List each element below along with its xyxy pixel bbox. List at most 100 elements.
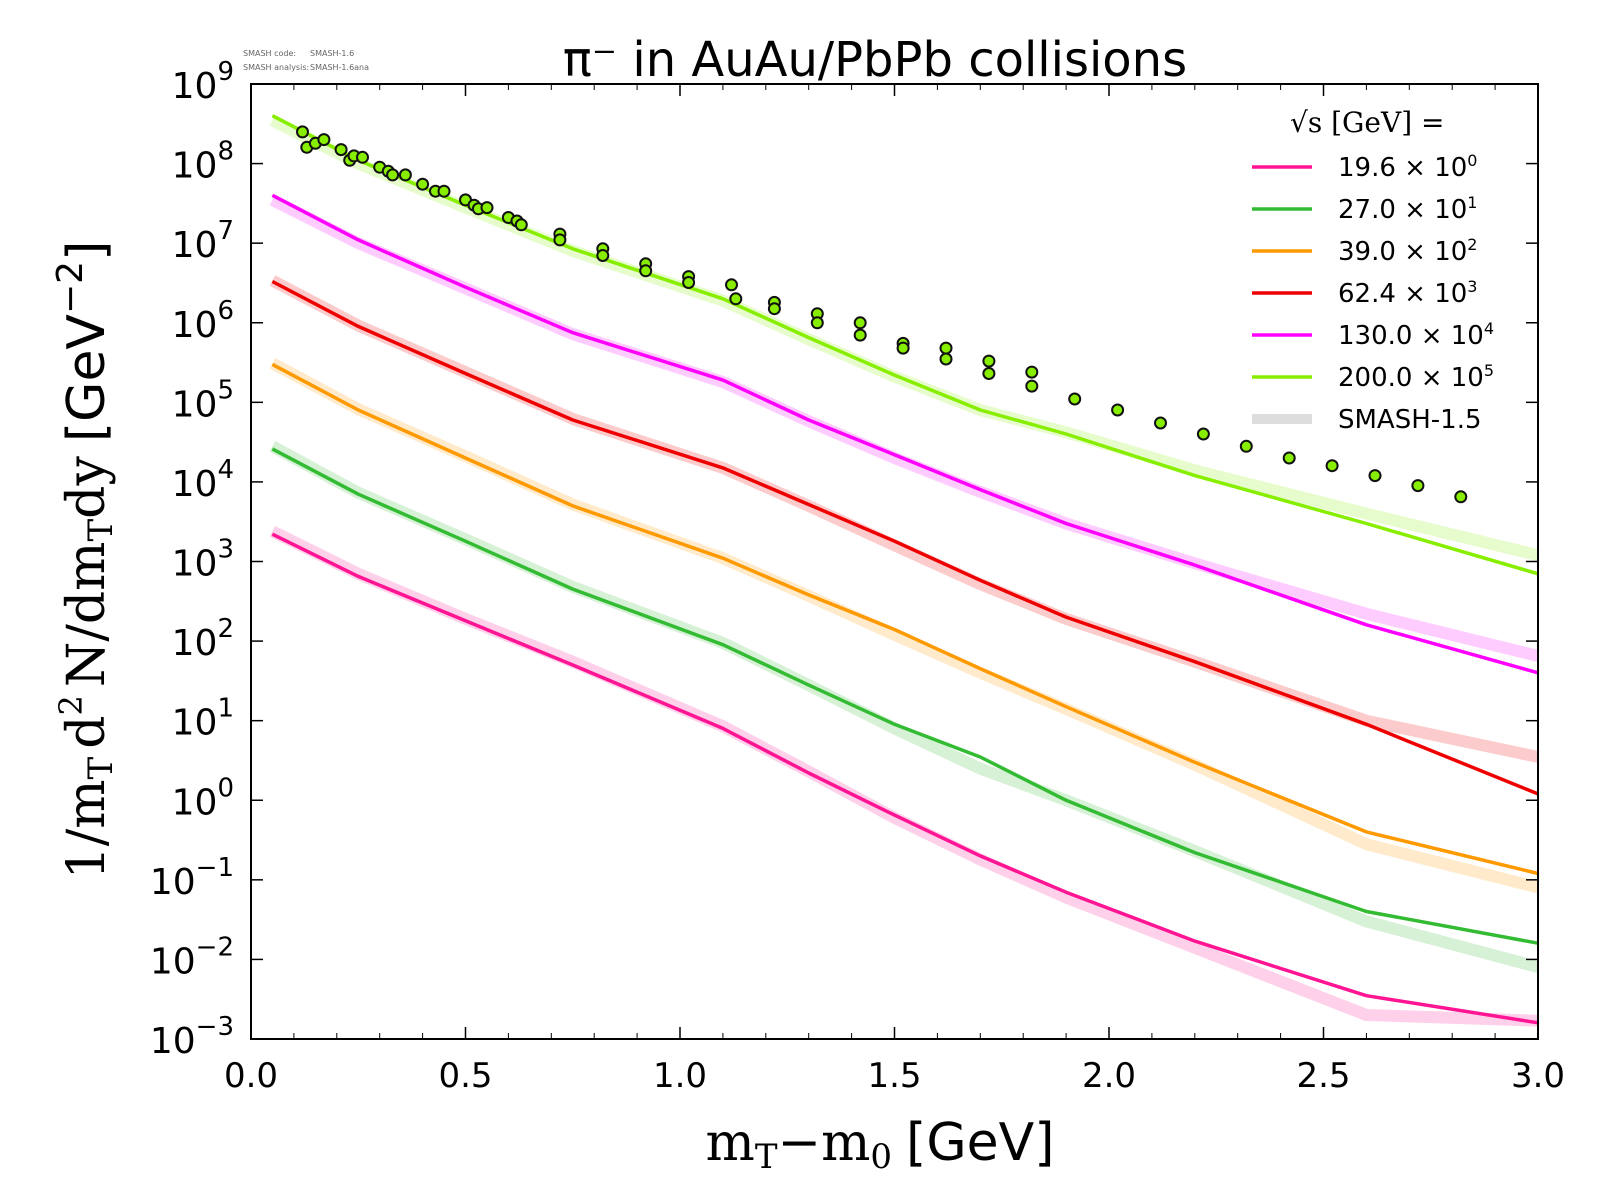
data-point (1025, 365, 1039, 379)
y-axis-label-sub-t2: T (81, 519, 121, 542)
y-tick-label: 101 (172, 694, 234, 744)
y-tick-label: 10−3 (150, 1012, 234, 1062)
data-point (939, 352, 953, 366)
x-axis-label-unit: [GeV] (906, 1113, 1054, 1173)
data-point (1154, 416, 1167, 430)
series-line-200.0 (271, 114, 1539, 576)
x-tick-label: 0.0 (224, 1056, 278, 1096)
reference-line-39.0 (269, 357, 1540, 894)
series-line-19.6 (271, 532, 1539, 1025)
x-axis-label-m: m (706, 1113, 755, 1173)
plot-frame (250, 83, 1539, 1040)
x-tick-label: 0.5 (438, 1056, 492, 1096)
y-axis-label: 1/mTd2N/dmTdy[GeV−2] (50, 241, 121, 880)
y-tick-label: 108 (172, 137, 234, 187)
series-line-39.0 (271, 362, 1539, 876)
reference-line-27.0 (269, 441, 1540, 973)
x-axis-label-sub-0: 0 (870, 1137, 892, 1177)
y-axis-label-dy: dy (57, 456, 117, 519)
svg-text:mT−m0[GeV]: mT−m0 [GeV] (706, 1113, 1055, 1177)
legend-label-200.0: 200.0 × 105 (1338, 361, 1494, 393)
y-axis-label-unit-exp: −2 (50, 261, 91, 314)
data-point (810, 316, 824, 330)
data-point (639, 264, 653, 278)
y-tick-label: 103 (172, 535, 234, 585)
x-axis-label: mT−m0 [GeV] (706, 1113, 1055, 1177)
watermark-analysis-value: SMASH-1.6ana (310, 63, 369, 72)
y-tick-label: 10−1 (150, 853, 234, 903)
legend-label-62.4: 62.4 × 103 (1338, 277, 1477, 309)
chart-title: π⁻ in AuAu/PbPb collisions (563, 32, 1187, 88)
data-point (1196, 427, 1210, 441)
x-axis-label-sub-t: T (755, 1137, 778, 1177)
y-axis-label-unit-close: ] (57, 241, 117, 261)
data-point (1111, 403, 1125, 417)
x-tick-label: 2.0 (1082, 1056, 1136, 1096)
series-line-62.4 (271, 279, 1539, 796)
data-point (682, 276, 696, 289)
y-tick-label: 104 (172, 455, 234, 505)
data-point (1325, 459, 1339, 473)
data-point (729, 292, 743, 306)
data-point (296, 125, 309, 139)
data-point (553, 233, 567, 247)
series-layer (271, 114, 1539, 1025)
data-point (982, 367, 996, 380)
data-point (1454, 490, 1468, 504)
legend-label-27.0: 27.0 × 101 (1338, 193, 1477, 225)
data-point (317, 133, 331, 147)
y-axis-label-unit: [GeV (57, 314, 117, 443)
y-tick-label: 10−2 (150, 932, 234, 982)
watermark-code-value: SMASH-1.6 (310, 49, 354, 58)
data-point (416, 177, 430, 191)
data-point (767, 302, 781, 316)
legend-label-19.6: 19.6 × 100 (1338, 151, 1477, 183)
legend-title: √s [GeV] = (1290, 106, 1444, 139)
legend: √s [GeV] = 19.6 × 100 27.0 × 101 39.0 × 10… (1252, 106, 1494, 435)
scatter-layer (296, 125, 1468, 504)
data-point (1411, 479, 1425, 493)
data-point (1239, 439, 1253, 453)
data-point (1368, 469, 1382, 483)
watermark-analysis-label: SMASH analysis: (243, 63, 309, 72)
y-axis-label-d: d (57, 715, 117, 748)
y-tick-label: 106 (172, 296, 234, 346)
svg-text:1/mTd2N/dmTdy[GeV−2]: 1/mTd2N/dmTdy[GeV−2] (50, 241, 121, 880)
x-tick-label: 1.0 (653, 1056, 707, 1096)
data-point (398, 168, 412, 182)
y-axis-label-sup-2: 2 (52, 695, 90, 715)
legend-label-39.0: 39.0 × 102 (1338, 235, 1477, 267)
data-point (334, 143, 348, 157)
x-tick-label: 3.0 (1511, 1056, 1565, 1096)
data-point (853, 316, 867, 330)
watermark-code-label: SMASH code: (243, 49, 296, 58)
data-point (1025, 379, 1039, 393)
y-tick-label: 100 (172, 773, 234, 823)
x-axis-label-minus-m: −m (778, 1113, 871, 1173)
data-point (356, 150, 369, 164)
data-point (853, 328, 867, 342)
y-axis-label-prefix: 1/m (57, 779, 117, 879)
legend-label-130.0: 130.0 × 104 (1338, 319, 1494, 351)
data-point (437, 184, 451, 198)
data-point (386, 168, 400, 182)
axis-ticks: 0.0 0.5 1.0 1.5 2.0 2.5 3.0 109 108 107 106 105 104 1… (150, 57, 1565, 1096)
y-tick-label: 109 (172, 57, 234, 107)
data-point (725, 278, 738, 292)
data-point (596, 249, 610, 262)
x-tick-label: 2.5 (1296, 1056, 1350, 1096)
legend-label-reference: SMASH-1.5 (1338, 405, 1482, 435)
data-point (896, 341, 910, 355)
data-point (514, 218, 528, 232)
data-point (1068, 392, 1082, 406)
y-tick-label: 107 (172, 216, 234, 266)
data-point (1282, 451, 1296, 465)
data-point (939, 341, 953, 355)
y-axis-label-sub-t: T (81, 756, 121, 779)
series-line-130.0 (271, 193, 1539, 675)
y-tick-label: 102 (172, 614, 234, 664)
x-tick-label: 1.5 (867, 1056, 921, 1096)
y-tick-label: 105 (172, 375, 234, 425)
y-axis-label-n: N/dm (57, 542, 117, 688)
